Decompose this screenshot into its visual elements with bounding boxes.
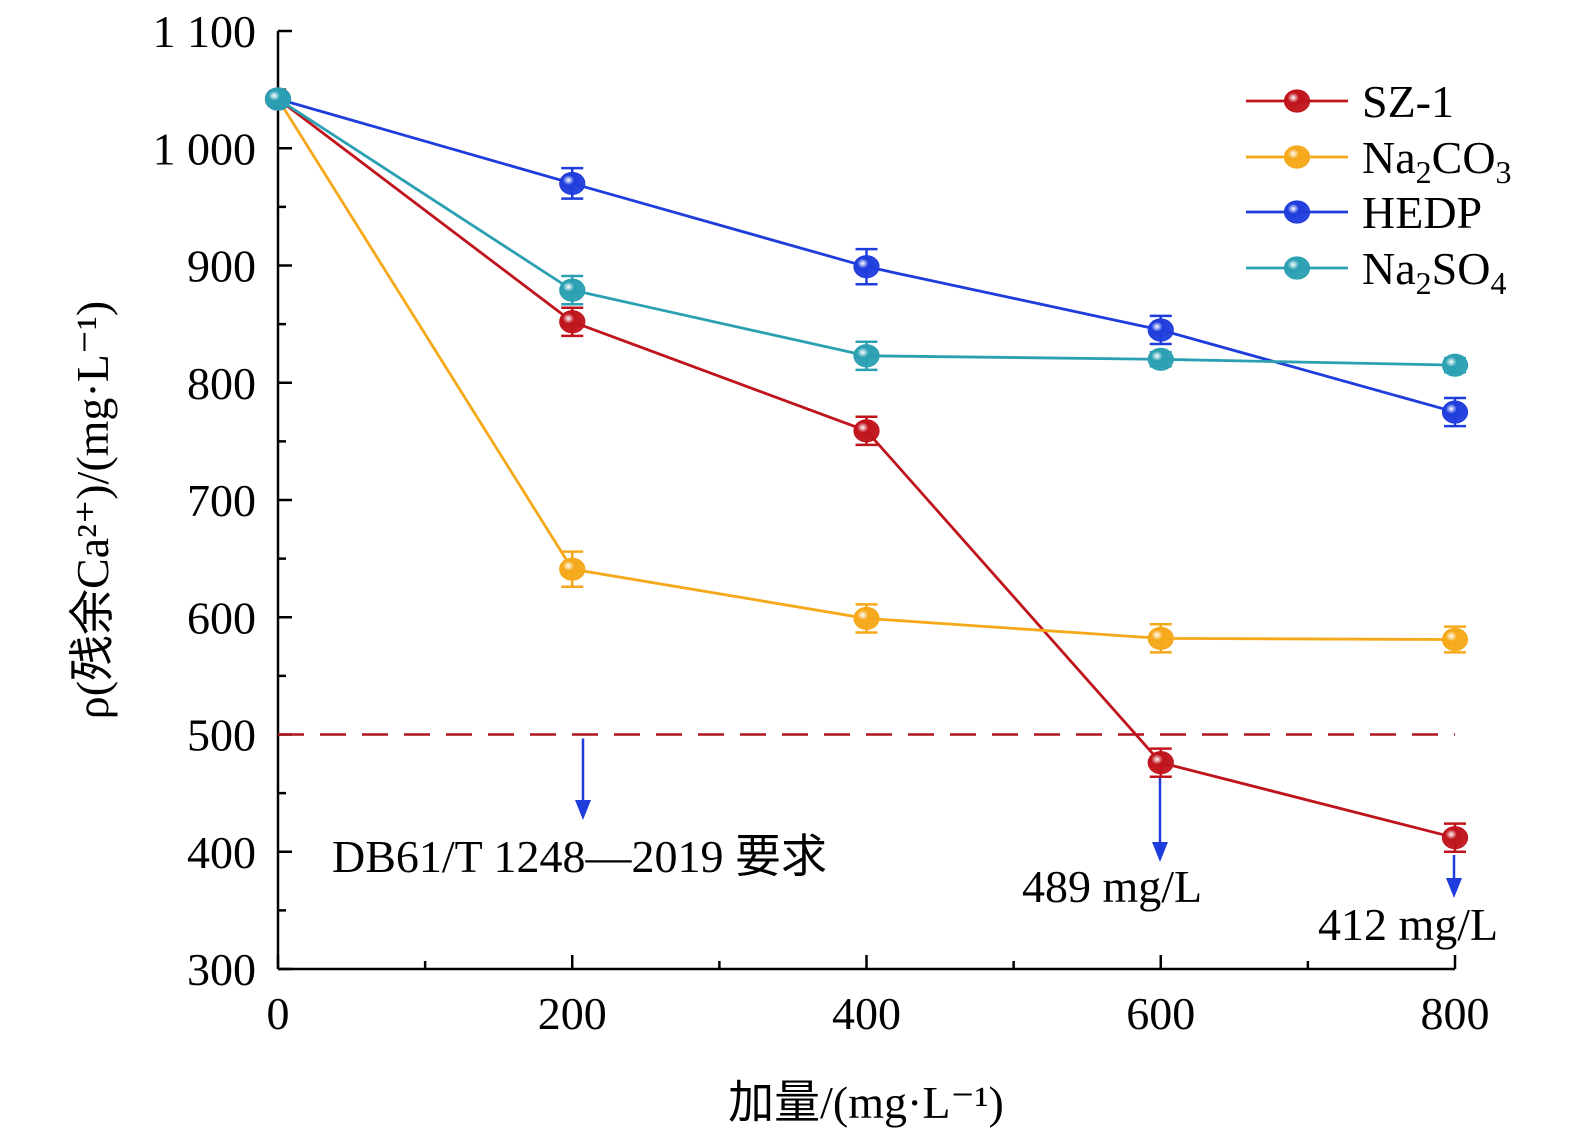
- legend-item: HEDP: [1246, 187, 1482, 238]
- data-point: [1441, 826, 1469, 850]
- y-tick-label: 900: [187, 241, 256, 292]
- series-sz-1: [264, 87, 1469, 853]
- x-tick-label: 0: [267, 988, 290, 1039]
- legend-marker: [1283, 200, 1311, 224]
- x-tick-label: 600: [1126, 988, 1195, 1039]
- y-tick-label: 400: [187, 827, 256, 878]
- annotation-800: 412 mg/L: [1318, 899, 1498, 950]
- data-point: [559, 171, 586, 196]
- legend-item: SZ-1: [1246, 76, 1454, 127]
- y-tick-label: 500: [187, 710, 256, 761]
- data-point: [853, 419, 880, 443]
- data-point: [1147, 751, 1174, 775]
- annotation-standard: DB61/T 1248—2019 要求: [332, 831, 827, 882]
- data-point: [853, 344, 880, 368]
- data-point: [559, 278, 586, 302]
- y-tick-label: 300: [187, 944, 256, 995]
- series-line: [277, 97, 1456, 840]
- data-point: [559, 310, 586, 334]
- legend-label: Na2CO3: [1362, 132, 1512, 190]
- x-tick-label: 400: [832, 988, 901, 1039]
- data-point: [853, 255, 880, 279]
- arrow-standard-head: [575, 800, 591, 820]
- y-tick-label: 600: [187, 592, 256, 643]
- series-layer: [264, 87, 1469, 853]
- arrow-800-head: [1446, 878, 1462, 898]
- legend-marker: [1283, 145, 1311, 169]
- legend-marker: [1283, 89, 1311, 113]
- data-point: [264, 87, 292, 111]
- annotation-layer: DB61/T 1248—2019 要求 489 mg/L 412 mg/L: [332, 738, 1498, 950]
- data-point: [1441, 627, 1469, 652]
- data-point: [1147, 347, 1174, 371]
- y-axis-title: ρ(残余Ca²⁺)/(mg·L⁻¹): [67, 301, 118, 719]
- series-hedp: [264, 87, 1469, 428]
- x-axis-title: 加量/(mg·L⁻¹): [728, 1077, 1004, 1128]
- legend-marker: [1283, 256, 1311, 280]
- arrow-600-head: [1152, 842, 1168, 862]
- series-naso: [264, 87, 1469, 377]
- legend-item: Na2CO3: [1246, 132, 1512, 190]
- y-tick-label: 800: [187, 358, 256, 409]
- data-point: [559, 557, 586, 581]
- legend-label: Na2SO4: [1362, 243, 1506, 301]
- data-point: [1147, 626, 1174, 650]
- data-point: [1441, 353, 1469, 377]
- data-point: [1147, 318, 1174, 342]
- x-tick-label: 200: [538, 988, 607, 1039]
- data-point: [853, 606, 880, 631]
- y-tick-label: 1 100: [153, 6, 257, 57]
- annotation-600: 489 mg/L: [1022, 861, 1202, 912]
- data-point: [1441, 400, 1469, 424]
- y-tick-label: 700: [187, 475, 256, 526]
- legend-label: SZ-1: [1362, 76, 1454, 127]
- series-naco: [264, 87, 1469, 654]
- legend-label: HEDP: [1362, 187, 1482, 238]
- legend-item: Na2SO4: [1246, 243, 1506, 301]
- y-tick-label: 1 000: [153, 123, 257, 174]
- x-tick-label: 800: [1421, 988, 1490, 1039]
